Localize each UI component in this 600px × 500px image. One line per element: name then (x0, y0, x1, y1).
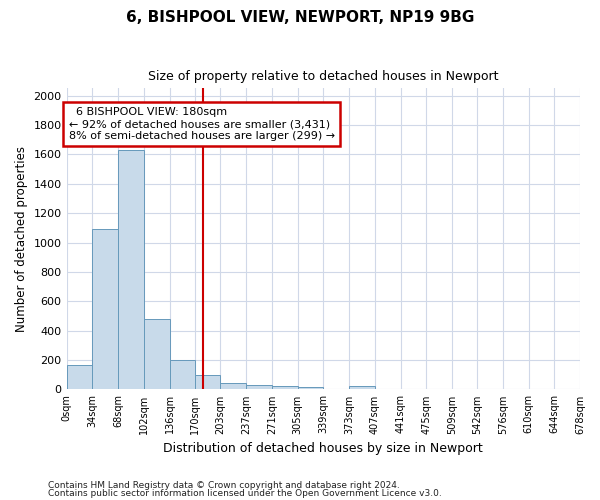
X-axis label: Distribution of detached houses by size in Newport: Distribution of detached houses by size … (163, 442, 483, 455)
Bar (272, 386, 298, 390)
Bar (349, 386, 375, 390)
Bar (67, 365, 92, 390)
Title: Size of property relative to detached houses in Newport: Size of property relative to detached ho… (148, 70, 499, 83)
Y-axis label: Number of detached properties: Number of detached properties (15, 146, 28, 332)
Bar (246, 385, 272, 390)
Bar (144, 319, 170, 390)
Bar (92, 230, 118, 390)
Bar (118, 150, 144, 390)
Text: Contains HM Land Registry data © Crown copyright and database right 2024.: Contains HM Land Registry data © Crown c… (48, 481, 400, 490)
Bar (170, 360, 195, 390)
Text: 6 BISHPOOL VIEW: 180sqm
← 92% of detached houses are smaller (3,431)
8% of semi-: 6 BISHPOOL VIEW: 180sqm ← 92% of detache… (69, 108, 335, 140)
Text: 6, BISHPOOL VIEW, NEWPORT, NP19 9BG: 6, BISHPOOL VIEW, NEWPORT, NP19 9BG (126, 10, 474, 25)
Bar (220, 383, 246, 390)
Text: Contains public sector information licensed under the Open Government Licence v3: Contains public sector information licen… (48, 488, 442, 498)
Bar (298, 387, 323, 390)
Bar (195, 374, 220, 390)
